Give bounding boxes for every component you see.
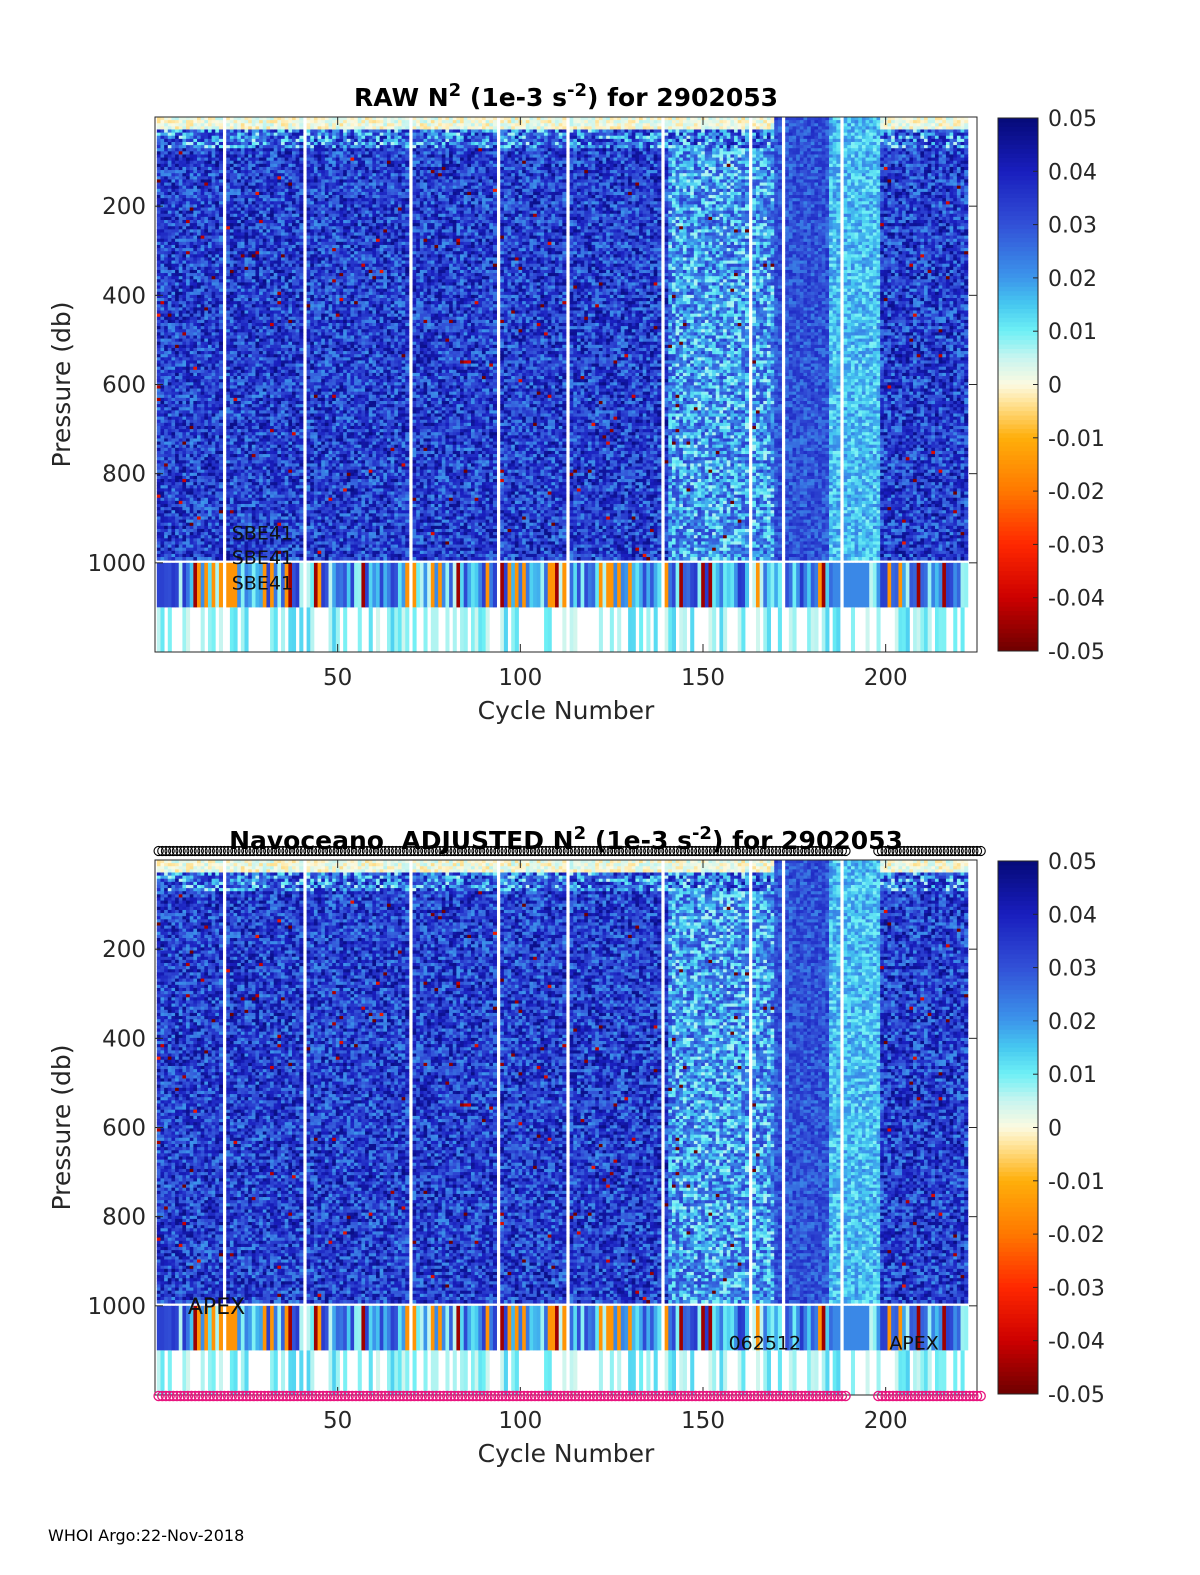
x-axis-label: Cycle Number	[478, 1439, 655, 1468]
y-axis-label: Pressure (db)	[47, 302, 76, 468]
footer-credit: WHOI Argo:22-Nov-2018	[48, 1526, 244, 1545]
colorbar: 0.05 0.04 0.03 0.02 0.01 0 -0.01 -0.02 -0.03 -0.0…	[998, 107, 1105, 665]
colorbar-tick-label: -0.01	[1048, 427, 1105, 452]
x-tick-label: 100	[498, 665, 542, 691]
colorbar-tick-label: 0.05	[1048, 107, 1097, 132]
x-tick-label: 100	[498, 1408, 542, 1434]
colorbar-tick-label: 0.04	[1048, 903, 1097, 928]
x-tick-label: 50	[323, 1408, 352, 1434]
colorbar-tick-label: -0.01	[1048, 1170, 1105, 1195]
y-tick-label: 600	[102, 373, 146, 399]
colorbar-tick-label: -0.02	[1048, 480, 1105, 505]
annotation-label: APEX	[188, 1295, 245, 1320]
colorbar-tick-label: -0.04	[1048, 1330, 1105, 1355]
x-tick-label: 200	[864, 665, 908, 691]
annotation-label: 062512	[729, 1333, 802, 1355]
y-tick-label: 400	[102, 283, 146, 309]
x-tick-label: 150	[681, 665, 725, 691]
chart-title: Navoceano ADJUSTED N2 (1e-3 s-2) for 290…	[229, 823, 903, 855]
annotation-label: APEX	[889, 1333, 938, 1355]
colorbar: 0.05 0.04 0.03 0.02 0.01 0 -0.01 -0.02 -0.03 -0.0…	[998, 850, 1105, 1408]
raw-n2-chart: RAW N2 (1e-3 s-2) for 2902053 200 400 600 80…	[0, 0, 1200, 760]
colorbar-tick-label: -0.03	[1048, 1276, 1105, 1301]
annotation-label: SBE41	[232, 547, 293, 569]
colorbar-tick-label: 0.02	[1048, 1010, 1097, 1035]
y-tick-label: 800	[102, 462, 146, 488]
x-tick-label: 50	[323, 665, 352, 691]
y-tick-label: 1000	[87, 1294, 146, 1320]
colorbar-tick-label: 0.03	[1048, 957, 1097, 982]
colorbar-tick-label: 0.01	[1048, 320, 1097, 345]
colorbar-tick-label: -0.05	[1048, 640, 1105, 665]
chart-title: RAW N2 (1e-3 s-2) for 2902053	[354, 80, 778, 112]
y-tick-label: 200	[102, 937, 146, 963]
colorbar-tick-label: -0.05	[1048, 1383, 1105, 1408]
y-tick-label: 1000	[87, 551, 146, 577]
x-axis-label: Cycle Number	[478, 696, 655, 725]
y-tick-label: 600	[102, 1116, 146, 1142]
colorbar-tick-label: -0.03	[1048, 533, 1105, 558]
colorbar-tick-label: -0.02	[1048, 1223, 1105, 1248]
y-tick-label: 800	[102, 1205, 146, 1231]
y-tick-label: 400	[102, 1026, 146, 1052]
colorbar-tick-label: 0.05	[1048, 850, 1097, 875]
x-tick-label: 200	[864, 1408, 908, 1434]
colorbar-tick-label: 0	[1048, 374, 1062, 399]
colorbar-tick-label: -0.04	[1048, 587, 1105, 612]
y-axis-label: Pressure (db)	[47, 1045, 76, 1211]
colorbar-tick-label: 0.03	[1048, 214, 1097, 239]
colorbar-tick-label: 0.02	[1048, 267, 1097, 292]
colorbar-tick-label: 0.04	[1048, 160, 1097, 185]
colorbar-tick-label: 0	[1048, 1117, 1062, 1142]
x-tick-label: 150	[681, 1408, 725, 1434]
annotation-label: SBE41	[232, 523, 293, 545]
annotation-label: SBE41	[232, 573, 293, 595]
colorbar-tick-label: 0.01	[1048, 1063, 1097, 1088]
y-tick-label: 200	[102, 194, 146, 220]
heatmap-cells	[157, 860, 968, 1395]
adjusted-n2-chart: Navoceano ADJUSTED N2 (1e-3 s-2) for 290…	[0, 743, 1200, 1503]
